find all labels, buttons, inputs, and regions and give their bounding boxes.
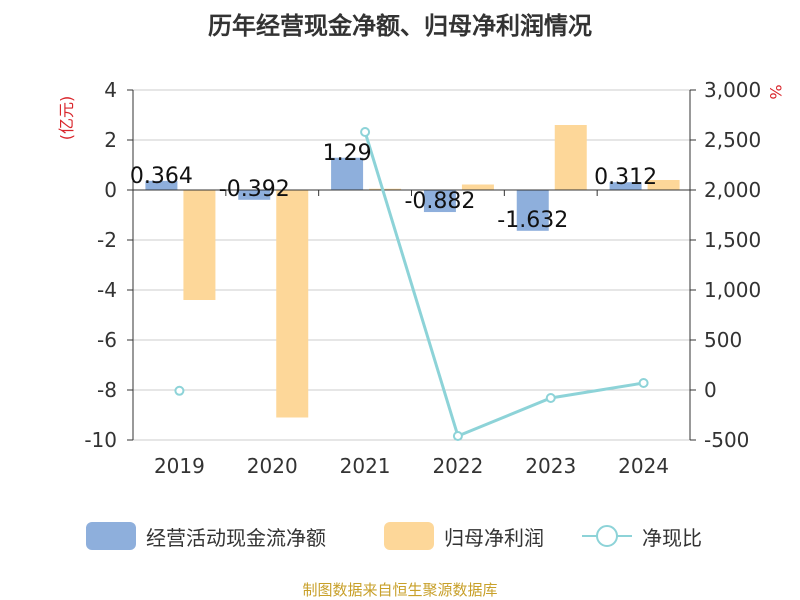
- bar-cashflow-2021: [331, 157, 364, 190]
- y-right-unit-label: %: [766, 84, 785, 99]
- y-right-tick-label: 2,500: [704, 128, 761, 152]
- ratio-line: [363, 131, 644, 439]
- y-right-tick-label: 3,000: [704, 78, 761, 102]
- data-label-cashflow-2020: -0.392: [219, 177, 290, 202]
- legend-label-netprofit: 归母净利润: [444, 525, 544, 550]
- legend-item-netprofit[interactable]: 归母净利润: [384, 516, 544, 556]
- legend-swatch-cashflow: [86, 522, 136, 550]
- y-left-tick-label: 4: [104, 78, 117, 102]
- x-tick-label: 2019: [154, 454, 205, 478]
- data-label-cashflow-2022: -0.882: [404, 189, 475, 214]
- y-right-tick-label: 1,000: [704, 278, 761, 302]
- bar-cashflow-2020: [238, 190, 271, 200]
- x-tick-label: 2023: [525, 454, 576, 478]
- legend-swatch-netprofit: [384, 522, 434, 550]
- legend-item-ratio[interactable]: 净现比: [582, 516, 702, 556]
- y-left-unit-label: (亿元): [57, 96, 76, 141]
- bar-cashflow-2024: [609, 182, 642, 190]
- bar-netprofit-2020: [276, 190, 309, 418]
- y-left-tick-label: 0: [104, 178, 117, 202]
- chart-title: 历年经营现金净额、归母净利润情况: [208, 12, 592, 40]
- bar-netprofit-2022: [461, 184, 494, 190]
- bar-cashflow-2023: [516, 190, 549, 231]
- y-left-tick-label: 2: [104, 128, 117, 152]
- legend: 经营活动现金流净额 归母净利润 净现比: [0, 516, 800, 556]
- ratio-point-2019: [174, 385, 185, 396]
- y-right-tick-label: -500: [704, 428, 749, 452]
- y-left-tick-label: -4: [97, 278, 117, 302]
- data-source-note: 制图数据来自恒生聚源数据库: [302, 581, 498, 599]
- x-tick-label: 2021: [340, 454, 391, 478]
- y-left-tick-label: -6: [97, 328, 117, 352]
- ratio-point-2021: [360, 127, 371, 137]
- ratio-point-2023: [545, 393, 556, 403]
- legend-swatch-ratio: [582, 522, 632, 550]
- bar-netprofit-2024: [647, 180, 680, 190]
- data-label-cashflow-2019: 0.364: [130, 164, 193, 189]
- bar-cashflow-2019: [145, 180, 178, 190]
- bar-netprofit-2021: [369, 188, 402, 190]
- data-label-cashflow-2024: 0.312: [594, 165, 657, 190]
- y-right-tick-label: 1,500: [704, 228, 761, 252]
- bar-netprofit-2019: [183, 190, 216, 300]
- legend-label-cashflow: 经营活动现金流净额: [146, 525, 326, 550]
- ratio-point-2024: [638, 378, 649, 388]
- data-label-cashflow-2023: -1.632: [497, 208, 568, 233]
- bar-cashflow-2022: [423, 190, 456, 213]
- y-left-tick-label: -10: [84, 428, 117, 452]
- x-tick-label: 2024: [618, 454, 669, 478]
- y-left-tick-label: -2: [97, 228, 117, 252]
- legend-label-ratio: 净现比: [642, 525, 702, 550]
- bar-netprofit-2023: [554, 125, 587, 190]
- y-right-tick-label: 500: [704, 328, 742, 352]
- x-tick-label: 2022: [432, 454, 483, 478]
- y-left-tick-label: -8: [97, 378, 117, 402]
- y-right-tick-label: 2,000: [704, 178, 761, 202]
- legend-item-cashflow[interactable]: 经营活动现金流净额: [86, 516, 326, 556]
- x-tick-label: 2020: [247, 454, 298, 478]
- ratio-point-2022: [452, 431, 463, 441]
- y-right-tick-label: 0: [704, 378, 717, 402]
- data-label-cashflow-2021: 1.29: [323, 141, 372, 166]
